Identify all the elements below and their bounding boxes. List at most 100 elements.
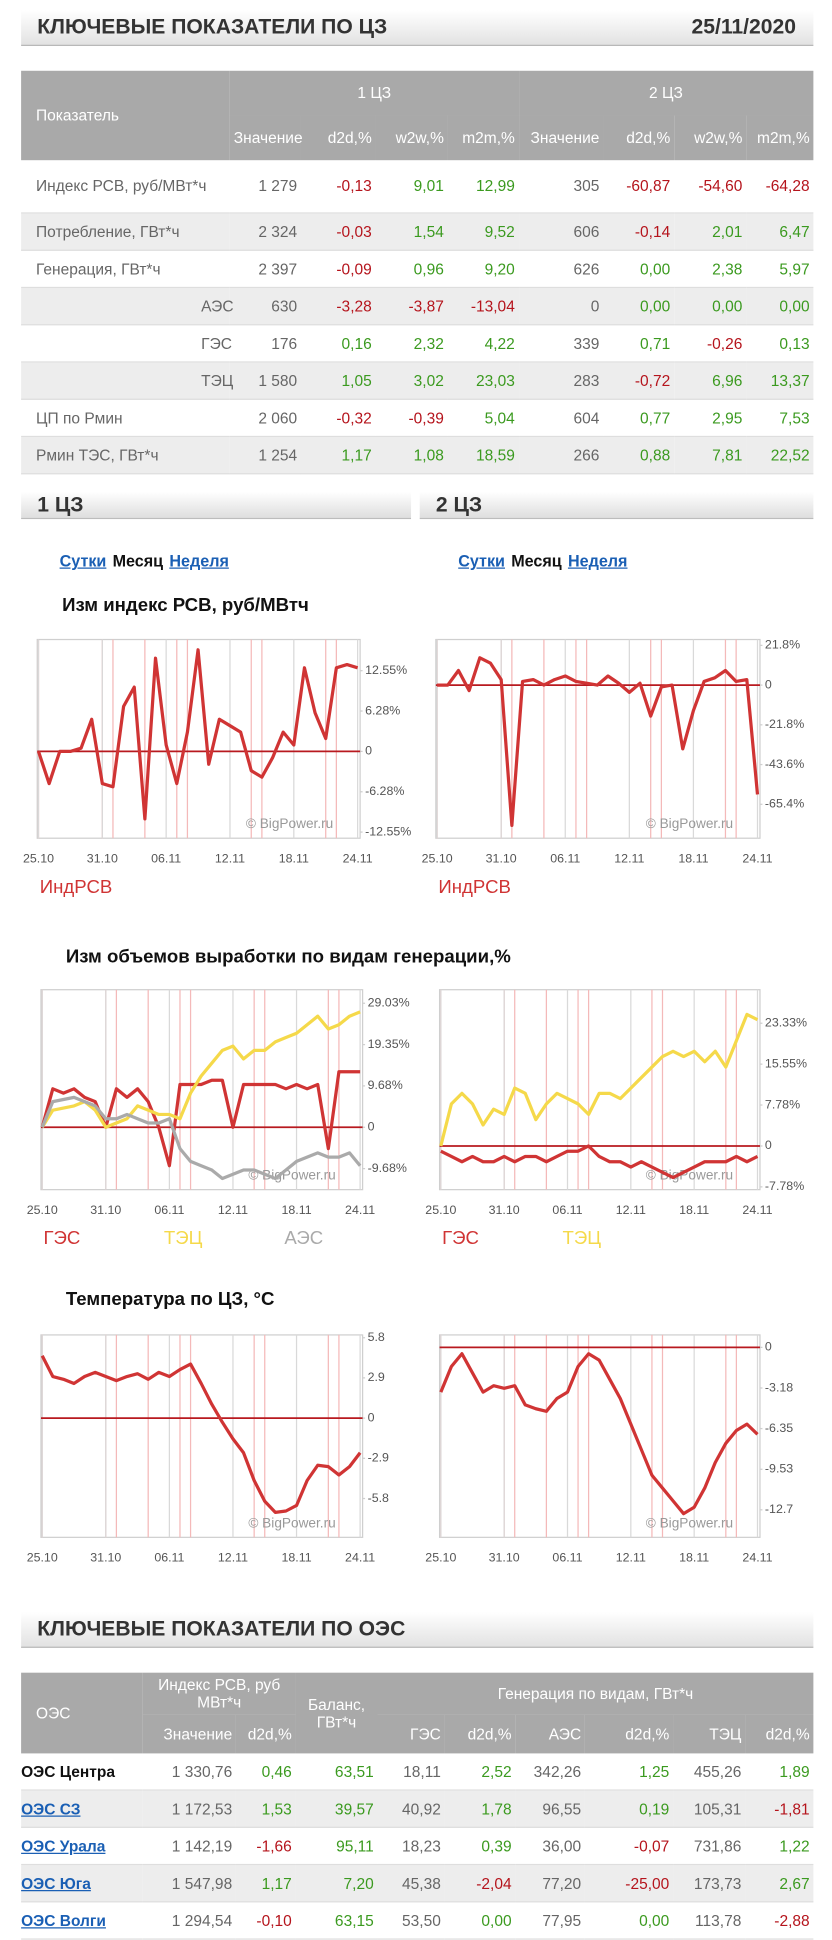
cell: 113,78 (673, 1901, 746, 1940)
row-label: ТЭЦ (21, 361, 233, 400)
data-line (36, 648, 359, 821)
section-title: Температура по ЦЗ, °С (65, 1288, 275, 1311)
tab-link[interactable]: Неделя (169, 551, 229, 570)
y-tick-label: 2.9 (368, 1370, 385, 1384)
cell: -64,28 (746, 160, 814, 214)
cell: 2,67 (745, 1864, 814, 1903)
cell: 7,20 (295, 1864, 378, 1903)
section-heading: КЛЮЧЕВЫЕ ПОКАЗАТЕЛИ ПО ОЭС (37, 1616, 406, 1641)
watermark: © BigPower.ru (246, 816, 333, 831)
region-link[interactable]: ОЭС Юга (21, 1874, 91, 1892)
watermark: © BigPower.ru (248, 1168, 335, 1183)
y-tick-label: -9.53 (765, 1462, 793, 1476)
region-link[interactable]: ОЭС Волги (21, 1911, 106, 1930)
plot-area (438, 989, 761, 1191)
header-cell: Показатель (21, 70, 231, 161)
y-tick-label: -7.78% (765, 1179, 804, 1193)
table-row: Индекс РСВ, руб/МВт*ч 1 279 -0,13 9,01 12,99… (21, 160, 814, 214)
y-tick-label: -3.18 (765, 1380, 793, 1394)
cell: 13,37 (746, 361, 814, 400)
cell: 40,92 (377, 1790, 445, 1828)
header-cell: d2d,% (584, 1714, 674, 1754)
cell: 95,11 (295, 1827, 378, 1866)
header-cell: 1 ЦЗ (230, 70, 519, 116)
region-link[interactable]: ОЭС СЗ (21, 1799, 81, 1818)
period-tabs: Сутки Месяц Неделя (458, 551, 633, 570)
row-label: АЭС (21, 287, 234, 326)
table-row: АЭС 630 -3,28 -3,87 -13,04 0 0,00 0,00 0,00 (21, 287, 814, 326)
cell: -60,87 (603, 160, 675, 214)
x-tick-label: 25.10 (27, 1203, 58, 1217)
legend-entry: ГЭС (442, 1227, 479, 1248)
cell: -3,28 (300, 287, 376, 326)
x-tick-label: 31.10 (489, 1551, 520, 1565)
x-tick-label: 24.11 (742, 1203, 772, 1217)
table-row: Генерация, ГВт*ч 2 397 -0,09 0,96 9,20 626 0,0… (21, 250, 814, 289)
cell: -0,03 (300, 212, 376, 251)
x-tick-label: 18.11 (679, 1551, 709, 1565)
active-tab: Месяц (511, 551, 562, 570)
zone-header: 2 ЦЗ (419, 491, 814, 520)
y-tick-label: 0 (365, 744, 372, 758)
cell: 23,03 (447, 361, 519, 400)
cell: 176 (230, 324, 301, 363)
row-label: ОЭС Волги (21, 1901, 143, 1940)
header-row: ОЭС Индекс РСВ, руб МВт*ч Баланс, ГВт*ч Ген… (21, 1672, 814, 1754)
header-cell: Генерация по видам, ГВт*ч (377, 1672, 814, 1715)
y-tick-label: 7.78% (765, 1097, 800, 1111)
cell: 18,23 (377, 1827, 445, 1866)
cell: 1,22 (745, 1827, 814, 1866)
y-tick-label: 21.8% (765, 638, 800, 652)
x-tick-label: 31.10 (87, 852, 118, 866)
cell: 0,19 (584, 1790, 674, 1828)
y-tick-label: -21.8% (765, 717, 804, 731)
zone-header: 1 ЦЗ (21, 491, 412, 520)
header-cell: Значение (230, 115, 303, 161)
cell: 1,17 (300, 436, 376, 475)
cell: 9,01 (375, 160, 448, 214)
x-tick-label: 12.11 (616, 1203, 646, 1217)
cell: 0,88 (603, 436, 675, 475)
cell: 1,17 (235, 1864, 296, 1903)
x-tick-label: 25.10 (23, 852, 54, 866)
y-tick-label: 6.28% (365, 703, 400, 717)
header-cell: m2m,% (746, 115, 814, 161)
cell: -0,72 (603, 361, 675, 400)
header-cell: ОЭС (21, 1672, 143, 1754)
region-link[interactable]: ОЭС Урала (21, 1837, 106, 1855)
cell: 626 (518, 250, 604, 289)
x-tick-label: 24.11 (345, 1551, 375, 1565)
header-row: Значение d2d,% ГЭС d2d,% АЭС d2d,% ТЭЦ d2d,% (21, 1714, 814, 1754)
x-tick-label: 25.10 (425, 1551, 456, 1565)
x-tick-label: 06.11 (550, 852, 580, 866)
row-label: Индекс РСВ, руб/МВт*ч (21, 160, 231, 214)
x-tick-label: 06.11 (151, 852, 181, 866)
cell: -0,26 (674, 324, 747, 363)
cell: -54,60 (674, 160, 747, 214)
header-bar: КЛЮЧЕВЫЕ ПОКАЗАТЕЛИ ПО ЦЗ 25/11/2020 (21, 9, 814, 46)
header-cell: ТЭЦ (673, 1714, 746, 1754)
tab-link[interactable]: Сутки (458, 551, 505, 570)
cell: 0,77 (603, 399, 675, 438)
cell: 0,00 (603, 287, 675, 326)
chart: 25.10 31.10 06.11 12.11 18.11 24.11 21.8% 0 -21.… (422, 638, 805, 897)
cell: 22,52 (746, 436, 814, 475)
cell: 0,46 (235, 1753, 296, 1791)
table-header: Показатель 1 ЦЗ 2 ЦЗ Значение d2d,% w2w,% m2m,… (21, 70, 814, 161)
tab-link[interactable]: Сутки (59, 551, 107, 570)
table-row: ЦП по Рмин 2 060 -0,32 -0,39 5,04 604 0,77 2,95… (21, 399, 814, 438)
cell: 2,95 (674, 399, 747, 438)
cell: 1 142,19 (142, 1827, 236, 1866)
x-tick-label: 24.11 (345, 1203, 375, 1217)
cell: 630 (230, 287, 301, 326)
row-label: Генерация, ГВт*ч (21, 250, 231, 289)
cell: 18,59 (447, 436, 519, 475)
cell: 606 (518, 212, 604, 251)
cell: 39,57 (295, 1790, 378, 1828)
cell: 6,96 (674, 361, 747, 400)
y-tick-label: 0 (368, 1410, 375, 1424)
tab-link[interactable]: Неделя (567, 551, 628, 570)
cell: 45,38 (377, 1864, 445, 1903)
x-tick-label: 24.11 (343, 852, 373, 866)
